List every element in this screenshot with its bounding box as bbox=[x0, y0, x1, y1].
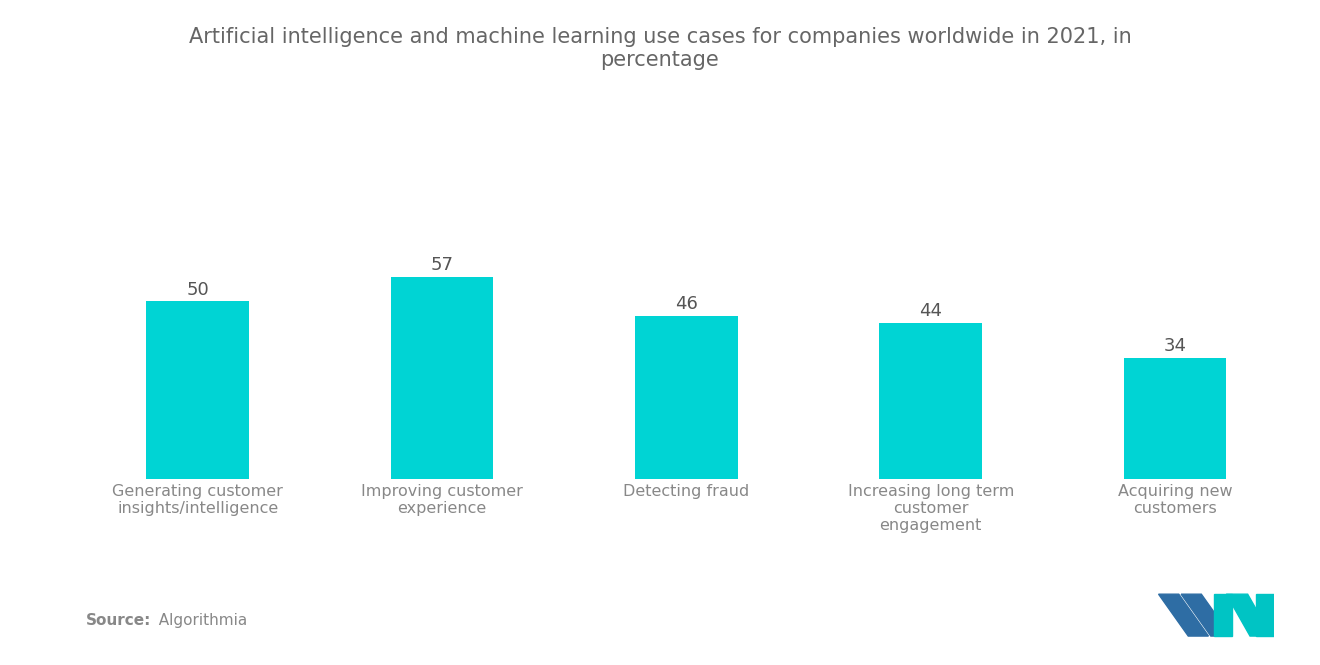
Bar bbox=[147, 301, 249, 479]
Bar bbox=[879, 323, 982, 479]
Polygon shape bbox=[1257, 595, 1274, 636]
Bar bbox=[635, 316, 738, 479]
Text: Artificial intelligence and machine learning use cases for companies worldwide i: Artificial intelligence and machine lear… bbox=[189, 27, 1131, 70]
Text: 50: 50 bbox=[186, 281, 209, 299]
Polygon shape bbox=[1159, 595, 1209, 636]
Bar bbox=[391, 277, 494, 479]
Text: 34: 34 bbox=[1164, 337, 1187, 355]
Text: Source:: Source: bbox=[86, 613, 152, 628]
Text: 57: 57 bbox=[430, 256, 454, 274]
Polygon shape bbox=[1214, 595, 1233, 636]
Text: Algorithmia: Algorithmia bbox=[149, 613, 247, 628]
Polygon shape bbox=[1181, 595, 1232, 636]
Polygon shape bbox=[1226, 595, 1271, 636]
Text: 44: 44 bbox=[919, 302, 942, 320]
Bar bbox=[1123, 358, 1226, 479]
Text: 46: 46 bbox=[675, 295, 698, 313]
